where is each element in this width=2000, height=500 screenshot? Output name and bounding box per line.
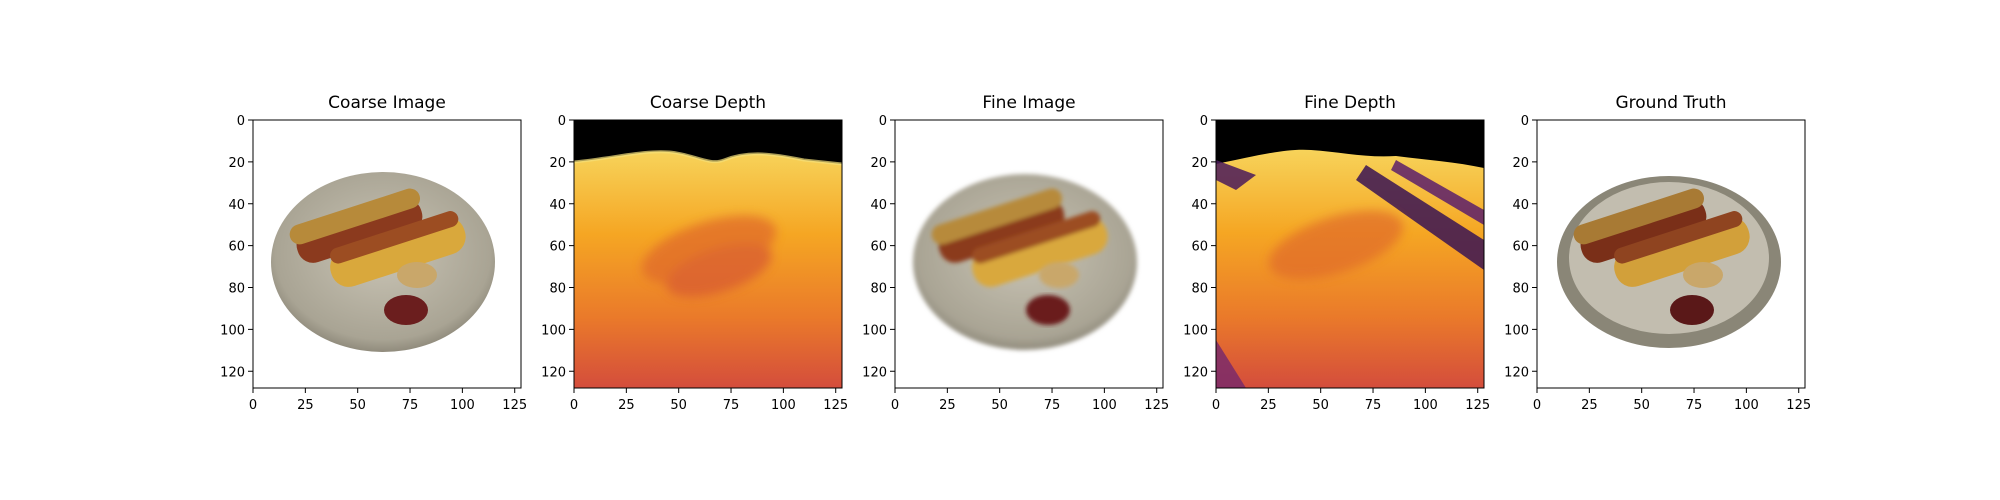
x-tick-label: 50: [991, 398, 1008, 413]
food-plate-image: [271, 172, 495, 352]
y-tick-label: 60: [870, 240, 887, 255]
panel-title: Coarse Image: [328, 93, 446, 113]
x-tick-label: 0: [1533, 398, 1541, 413]
y-tick-label: 80: [1512, 282, 1529, 297]
y-tick-label: 40: [870, 198, 887, 213]
panel-1-ticks: 0 25 50 75 100 125 0 20 40 60 80 100 120: [541, 114, 848, 413]
x-tick-label: 0: [1212, 398, 1220, 413]
panel-coarse-depth: Coarse Depth: [573, 93, 843, 389]
x-tick-label: 125: [1786, 398, 1811, 413]
x-tick-label: 0: [249, 398, 257, 413]
depth-map: [1216, 120, 1484, 388]
food-plate-image: [913, 174, 1137, 350]
panel-fine-image: Fine Image: [894, 93, 1164, 389]
y-tick-label: 0: [879, 114, 887, 129]
y-tick-label: 20: [1191, 156, 1208, 171]
y-tick-label: 120: [220, 365, 245, 380]
panel-coarse-image: Coarse Image: [252, 93, 522, 389]
x-tick-label: 25: [939, 398, 956, 413]
panel-ground-truth: Ground Truth: [1536, 93, 1806, 389]
x-tick-label: 100: [1734, 398, 1759, 413]
y-tick-label: 20: [870, 156, 887, 171]
y-tick-label: 0: [558, 114, 566, 129]
y-tick-label: 20: [228, 156, 245, 171]
panel-3-ticks: 0 25 50 75 100 125 0 20 40 60 80 100 120: [1183, 114, 1490, 413]
x-tick-label: 100: [1413, 398, 1438, 413]
x-tick-label: 75: [1686, 398, 1703, 413]
panel-4-ticks: 0 25 50 75 100 125 0 20 40 60 80 100 120: [1504, 114, 1811, 413]
panel-title: Fine Depth: [1304, 93, 1396, 113]
panel-0-ticks: 0 25 50 75 100 125 0 20 40 60 80 100 120: [220, 114, 527, 413]
y-tick-label: 80: [1191, 282, 1208, 297]
y-tick-label: 100: [1183, 323, 1208, 338]
x-tick-label: 125: [502, 398, 527, 413]
panel-title: Fine Image: [982, 93, 1075, 113]
x-tick-label: 75: [1365, 398, 1382, 413]
x-tick-label: 25: [297, 398, 314, 413]
x-tick-label: 50: [670, 398, 687, 413]
y-tick-label: 60: [228, 240, 245, 255]
x-tick-label: 125: [1465, 398, 1490, 413]
panel-fine-depth: Fine Depth: [1215, 93, 1485, 389]
y-tick-label: 0: [1521, 114, 1529, 129]
y-tick-label: 100: [862, 323, 887, 338]
x-tick-label: 25: [1260, 398, 1277, 413]
x-tick-label: 0: [570, 398, 578, 413]
y-tick-label: 80: [549, 282, 566, 297]
panel-title: Coarse Depth: [650, 93, 766, 113]
x-tick-label: 50: [349, 398, 366, 413]
x-tick-label: 75: [1044, 398, 1061, 413]
y-tick-label: 100: [1504, 323, 1529, 338]
y-tick-label: 20: [549, 156, 566, 171]
panel-2-ticks: 0 25 50 75 100 125 0 20 40 60 80 100 120: [862, 114, 1169, 413]
y-tick-label: 40: [1512, 198, 1529, 213]
y-tick-label: 120: [541, 365, 566, 380]
y-tick-label: 60: [1512, 240, 1529, 255]
y-tick-label: 40: [1191, 198, 1208, 213]
y-tick-label: 0: [1200, 114, 1208, 129]
x-tick-label: 100: [1092, 398, 1117, 413]
y-tick-label: 120: [862, 365, 887, 380]
y-tick-label: 20: [1512, 156, 1529, 171]
y-tick-label: 0: [237, 114, 245, 129]
x-tick-label: 125: [823, 398, 848, 413]
x-tick-label: 50: [1312, 398, 1329, 413]
y-tick-label: 100: [541, 323, 566, 338]
panel-title: Ground Truth: [1615, 93, 1726, 113]
x-tick-label: 75: [402, 398, 419, 413]
y-tick-label: 100: [220, 323, 245, 338]
axes: 0 25 50 75 100 125 0 20 40 60 80 100 120 0 25 50 75 100 12…: [220, 114, 1811, 413]
x-tick-label: 25: [1581, 398, 1598, 413]
y-tick-label: 80: [228, 282, 245, 297]
y-tick-label: 80: [870, 282, 887, 297]
y-tick-label: 120: [1183, 365, 1208, 380]
x-tick-label: 100: [450, 398, 475, 413]
y-tick-label: 40: [228, 198, 245, 213]
x-tick-label: 25: [618, 398, 635, 413]
depth-map: [573, 120, 843, 388]
food-plate-image: [1557, 176, 1781, 348]
x-tick-label: 50: [1633, 398, 1650, 413]
y-tick-label: 60: [1191, 240, 1208, 255]
x-tick-label: 125: [1144, 398, 1169, 413]
y-tick-label: 120: [1504, 365, 1529, 380]
x-tick-label: 100: [771, 398, 796, 413]
x-tick-label: 75: [723, 398, 740, 413]
y-tick-label: 60: [549, 240, 566, 255]
x-tick-label: 0: [891, 398, 899, 413]
y-tick-label: 40: [549, 198, 566, 213]
